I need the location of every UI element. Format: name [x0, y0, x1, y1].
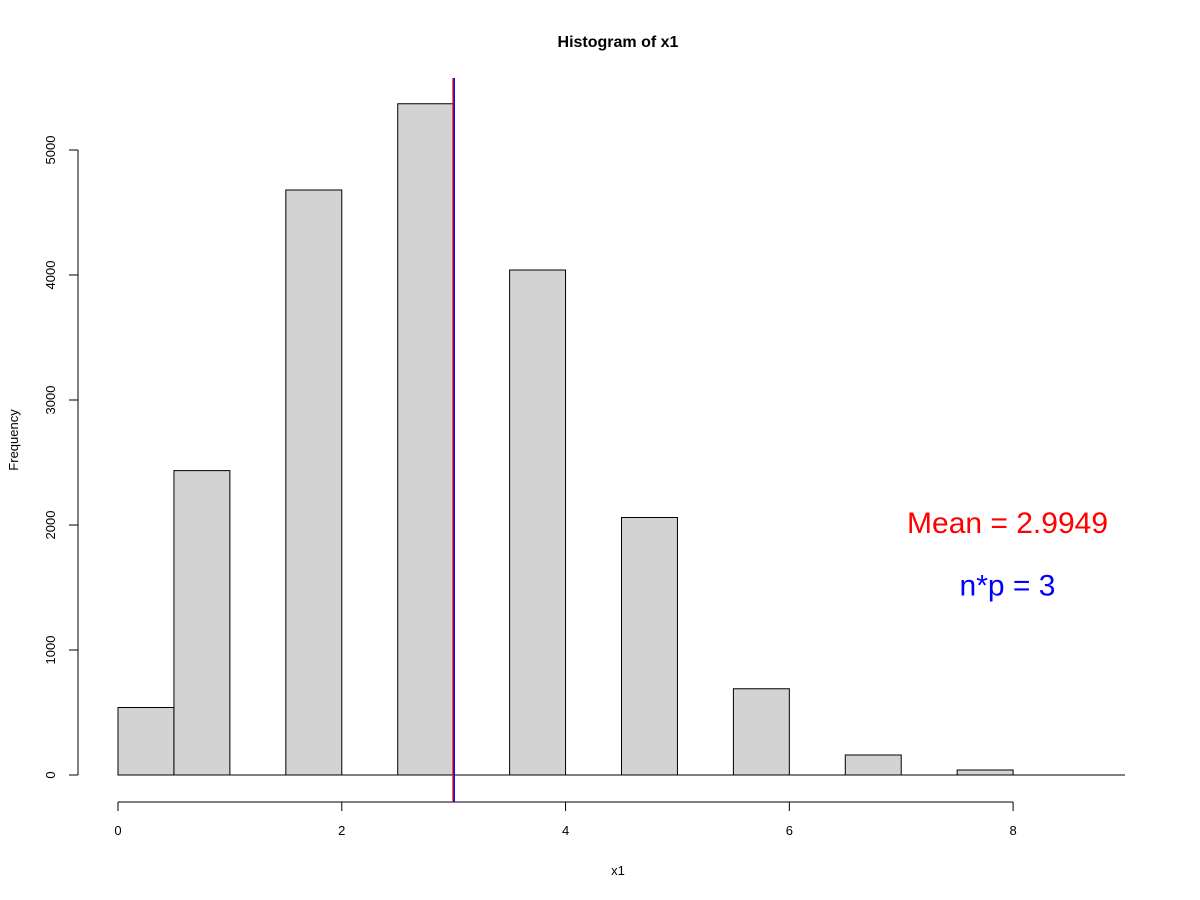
histogram-bar [956, 769, 1014, 776]
x-tick-label: 6 [786, 823, 793, 838]
np-annotation: n*p = 3 [960, 569, 1056, 602]
y-tick-label: 3000 [43, 386, 58, 415]
chart-title: Histogram of x1 [558, 34, 679, 51]
histogram-bar [117, 707, 175, 776]
annotations-group: Mean = 2.9949 n*p = 3 [907, 507, 1108, 603]
x-tick-label: 2 [338, 823, 345, 838]
histogram-bar [732, 688, 790, 776]
x-tick-label: 0 [114, 823, 121, 838]
x-axis-label: x1 [611, 863, 625, 878]
y-tick-label: 4000 [43, 261, 58, 290]
x-axis: 0 2 4 6 8 [114, 801, 1017, 838]
histogram-bar [285, 189, 343, 776]
y-axis-label: Frequency [6, 409, 21, 471]
histogram-bar [621, 517, 678, 776]
y-tick-label: 2000 [43, 511, 58, 540]
y-tick-label: 0 [43, 771, 58, 778]
mean-annotation: Mean = 2.9949 [907, 507, 1108, 540]
histogram-bar [397, 103, 455, 776]
x-tick-label: 4 [562, 823, 569, 838]
reference-lines [452, 78, 455, 802]
y-axis: 0 1000 2000 3000 4000 5000 [43, 136, 79, 779]
bars-group [117, 103, 1014, 776]
y-tick-label: 5000 [43, 136, 58, 165]
histogram-bar [173, 470, 231, 776]
histogram-bar [509, 269, 567, 776]
x-tick-label: 8 [1009, 823, 1016, 838]
histogram-bar [844, 754, 902, 776]
y-tick-label: 1000 [43, 636, 58, 665]
